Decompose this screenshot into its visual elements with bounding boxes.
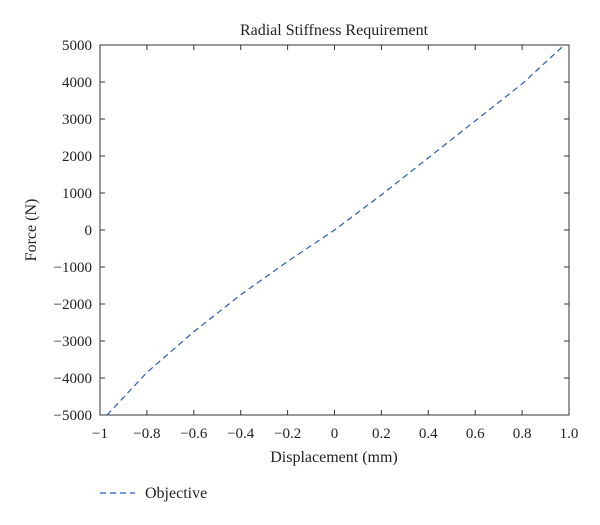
- x-tick-label: −1: [92, 426, 108, 442]
- y-tick-label: −3000: [54, 334, 92, 350]
- x-tick-label: −0.2: [274, 426, 301, 442]
- y-axis-title: Force (N): [23, 199, 40, 262]
- y-tick-label: −5000: [54, 408, 92, 424]
- y-axis: 5000 4000 3000 2000 1000 0 −1000 −2000 −3000 −400…: [54, 38, 569, 424]
- x-tick-label: −0.4: [227, 426, 255, 442]
- legend: Objective: [100, 485, 207, 502]
- y-tick-label: −1000: [54, 260, 92, 276]
- y-tick-label: 1000: [62, 186, 92, 202]
- x-tick-label: 0: [331, 426, 339, 442]
- x-axis-title: Displacement (mm): [270, 449, 398, 466]
- y-tick-label: 5000: [62, 38, 92, 54]
- y-tick-label: 4000: [62, 75, 92, 91]
- series-layer: [106, 44, 565, 416]
- legend-label-objective: Objective: [145, 485, 207, 502]
- chart-title: Radial Stiffness Requirement: [240, 22, 429, 39]
- y-tick-label: 3000: [62, 112, 92, 128]
- x-tick-label: 0.8: [513, 426, 532, 442]
- y-tick-label: −2000: [54, 297, 92, 313]
- x-axis: −1 −0.8 −0.6 −0.4 −0.2 0 0.2 0.4 0.6 0.8 1.0: [92, 45, 578, 442]
- x-tick-label: 0.2: [372, 426, 391, 442]
- y-tick-label: 0: [85, 223, 93, 239]
- x-tick-label: −0.8: [133, 426, 160, 442]
- x-tick-label: 1.0: [560, 426, 579, 442]
- x-tick-label: −0.6: [180, 426, 208, 442]
- x-tick-label: 0.6: [466, 426, 485, 442]
- x-tick-label: 0.4: [419, 426, 438, 442]
- y-tick-label: 2000: [62, 149, 92, 165]
- y-tick-label: −4000: [54, 371, 92, 387]
- series-line-0: [106, 44, 565, 416]
